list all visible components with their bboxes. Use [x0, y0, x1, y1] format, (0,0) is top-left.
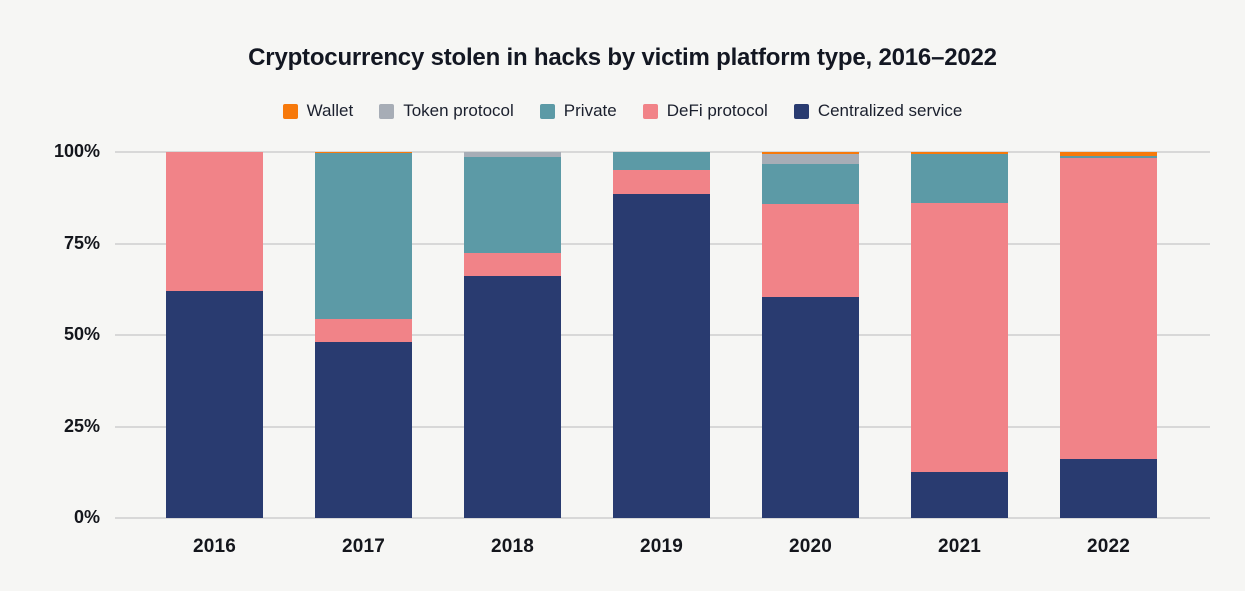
bar-segment-2017-wallet — [315, 152, 412, 154]
bar-segment-2019-defi-protocol — [613, 169, 710, 195]
chart-title: Cryptocurrency stolen in hacks by victim… — [248, 44, 997, 71]
legend-label: Centralized service — [817, 101, 963, 120]
bar-segment-2016-defi-protocol — [166, 152, 263, 292]
legend-item-token-protocol: Token protocol — [379, 101, 514, 121]
bar-segment-2019-private — [613, 152, 710, 170]
bar-segment-2022-wallet — [1060, 152, 1157, 157]
bar-segment-2021-wallet — [911, 152, 1008, 155]
bar-2022 — [1060, 152, 1157, 518]
bar-2018 — [464, 152, 561, 518]
legend-item-defi-protocol: DeFi protocol — [642, 101, 768, 121]
x-tick-label-2022: 2022 — [1086, 536, 1131, 557]
legend-swatch-defi-protocol — [642, 103, 658, 119]
bar-segment-2022-centralized-service — [1060, 459, 1157, 518]
bar-segment-2018-centralized-service — [464, 276, 561, 518]
bar-segment-2021-defi-protocol — [911, 202, 1008, 472]
bar-segment-2020-token-protocol — [762, 153, 859, 164]
bar-segment-2018-private — [464, 157, 561, 253]
bar-2019 — [613, 152, 710, 518]
bar-segment-2020-private — [762, 163, 859, 204]
bar-segment-2020-defi-protocol — [762, 203, 859, 298]
bar-2021 — [911, 152, 1008, 518]
bar-segment-2022-defi-protocol — [1060, 157, 1157, 460]
bar-segment-2020-centralized-service — [762, 297, 859, 518]
y-tick-label-25: 25% — [63, 415, 100, 436]
y-tick-label-100: 100% — [53, 141, 100, 161]
bar-segment-2017-defi-protocol — [315, 319, 412, 343]
legend-label: Private — [563, 101, 617, 120]
legend: Wallet Token protocol Private DeFi protocol… — [0, 101, 1245, 121]
legend-swatch-private — [539, 103, 555, 119]
bar-segment-2018-token-protocol — [464, 152, 561, 158]
legend-item-private: Private — [539, 101, 617, 121]
y-tick-label-50: 50% — [63, 324, 100, 344]
legend-label: DeFi protocol — [666, 101, 768, 120]
x-tick-label-2017: 2017 — [341, 536, 386, 557]
x-tick-label-2019: 2019 — [639, 536, 684, 557]
bar-2020 — [762, 152, 859, 518]
x-tick-label-2021: 2021 — [937, 536, 982, 557]
legend-item-centralized-service: Centralized service — [793, 101, 963, 121]
y-tick-label-0: 0% — [73, 507, 100, 527]
bar-segment-2017-centralized-service — [315, 342, 412, 518]
legend-label: Wallet — [306, 101, 354, 120]
legend-label: Token protocol — [403, 101, 514, 120]
bar-segment-2019-centralized-service — [613, 194, 710, 518]
bar-segment-2020-wallet — [762, 152, 859, 154]
legend-swatch-token-protocol — [379, 103, 395, 119]
x-tick-label-2016: 2016 — [192, 536, 237, 557]
bar-2017 — [315, 152, 412, 518]
legend-item-wallet: Wallet — [282, 101, 354, 121]
bar-segment-2017-private — [315, 153, 412, 320]
bar-segment-2016-centralized-service — [166, 291, 263, 518]
bar-segment-2021-private — [911, 154, 1008, 203]
gridline-0 — [115, 517, 1210, 519]
bar-segment-2022-private — [1060, 156, 1157, 158]
bar-2016 — [166, 152, 263, 518]
x-tick-label-2020: 2020 — [788, 536, 833, 557]
y-tick-label-75: 75% — [63, 232, 100, 253]
x-tick-label-2018: 2018 — [490, 536, 535, 557]
bar-segment-2018-defi-protocol — [464, 252, 561, 277]
legend-swatch-wallet — [282, 103, 298, 119]
gridline-100 — [115, 151, 1210, 153]
legend-swatch-centralized-service — [793, 103, 809, 119]
bar-segment-2021-centralized-service — [911, 471, 1008, 518]
